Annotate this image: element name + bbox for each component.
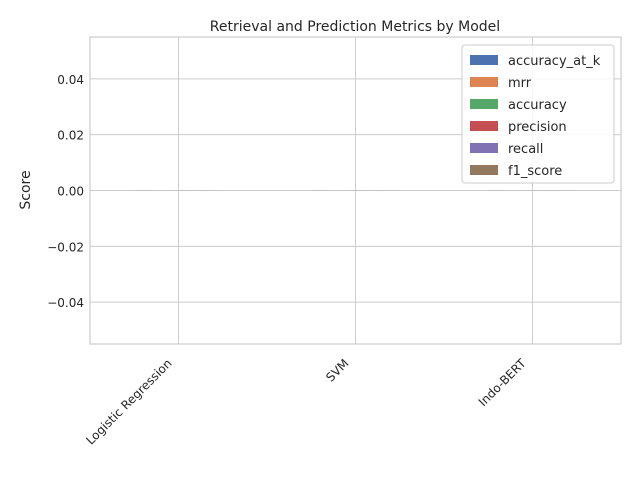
y-tick-label: −0.04 <box>47 296 84 310</box>
legend-swatch <box>470 121 498 131</box>
legend-swatch <box>470 77 498 87</box>
bar-f1_score <box>562 190 577 191</box>
y-tick-label: −0.02 <box>47 240 84 254</box>
legend-label: precision <box>508 120 567 135</box>
bar-precision <box>355 190 371 191</box>
legend-label: mrr <box>508 76 532 91</box>
bar-precision <box>178 190 194 191</box>
legend-label: recall <box>508 142 543 157</box>
legend-label: f1_score <box>508 164 562 179</box>
bar-mrr <box>326 190 341 191</box>
legend-label: accuracy_at_k <box>508 54 601 69</box>
chart-title: Retrieval and Prediction Metrics by Mode… <box>210 19 500 35</box>
bar-f1_score <box>208 190 223 191</box>
bar-f1_score <box>385 190 400 191</box>
bar-accuracy_at_k <box>134 190 149 191</box>
y-tick-label: 0.04 <box>57 73 84 87</box>
legend-box <box>461 44 615 184</box>
bar-accuracy <box>517 190 533 191</box>
y-axis-label: Score <box>18 170 34 209</box>
bar-precision <box>532 190 548 191</box>
legend-swatch <box>470 143 498 153</box>
bar-accuracy_at_k <box>311 190 326 191</box>
bar-mrr <box>149 190 164 191</box>
bars <box>134 190 577 191</box>
y-tick-label: 0.02 <box>57 129 84 143</box>
bar-accuracy <box>340 190 356 191</box>
legend-swatch <box>470 55 498 65</box>
bar-accuracy_at_k <box>488 190 503 191</box>
bar-mrr <box>503 190 518 191</box>
bar-recall <box>193 190 208 191</box>
y-tick-label: 0.00 <box>57 185 84 199</box>
legend-swatch <box>470 99 498 109</box>
y-ticks: −0.04 −0.02 0.00 0.02 0.04 <box>47 73 84 310</box>
bar-recall <box>370 190 385 191</box>
legend-swatch <box>470 165 498 175</box>
bar-recall <box>547 190 562 191</box>
bar-accuracy <box>163 190 179 191</box>
plot-frame <box>89 36 622 345</box>
legend-label: accuracy <box>508 98 567 113</box>
